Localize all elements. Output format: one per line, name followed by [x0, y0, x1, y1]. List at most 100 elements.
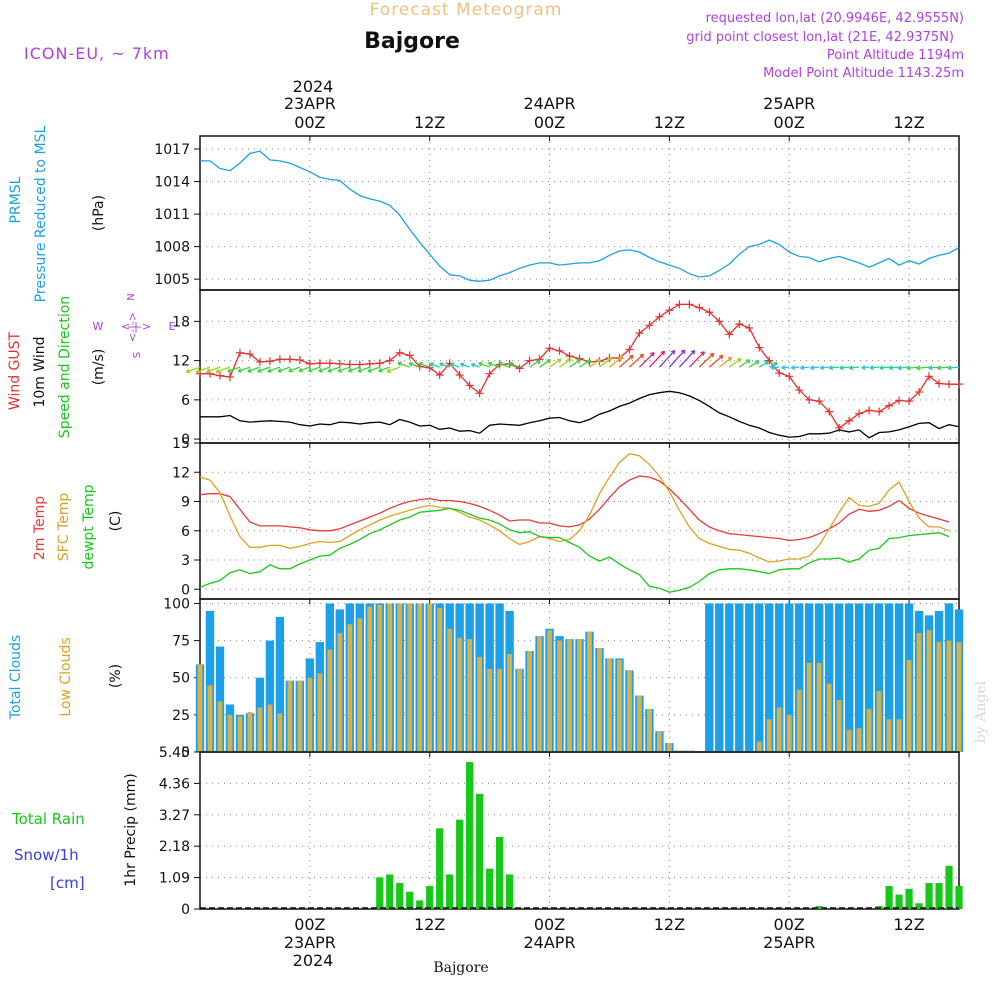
pressure-label-group: PRMSL Pressure Reduced to MSL (hPa) — [8, 125, 107, 302]
gust-marker — [945, 380, 954, 389]
gust-marker — [635, 329, 644, 338]
bottom-hour-label: 00Z — [534, 915, 565, 934]
gust-marker — [255, 357, 264, 366]
top-date-label: 23APR — [284, 94, 336, 113]
gust-marker — [425, 363, 434, 372]
y-tick-label: 1005 — [154, 272, 190, 288]
bottom-hour-label: 12Z — [654, 915, 685, 934]
wind-direction-arrow — [928, 365, 940, 371]
wind-direction-arrow — [728, 357, 742, 368]
y-tick-label: 25 — [172, 708, 190, 724]
low-cloud-bar — [916, 633, 922, 752]
low-cloud-bar — [347, 624, 353, 752]
total-cloud-bar — [275, 616, 285, 752]
wind-direction-arrow — [879, 365, 890, 371]
precip-bar — [466, 762, 474, 909]
bottom-date-label: 24APR — [524, 933, 576, 952]
y-tick-label: 3 — [181, 553, 190, 569]
pressure-label-1: PRMSL — [8, 176, 24, 223]
requested-coords: requested lon,lat (20.9946E, 42.9555N) — [706, 11, 964, 26]
low-cloud-bar — [587, 631, 592, 752]
gust-marker — [385, 356, 394, 365]
low-cloud-bar — [467, 639, 473, 752]
low-cloud-bar — [656, 731, 662, 752]
wind-direction-arrow — [559, 358, 572, 368]
low-cloud-bar — [786, 714, 792, 752]
gust-marker — [745, 323, 754, 332]
wind-direction-arrow — [327, 366, 341, 373]
wind-gust-line — [200, 303, 959, 429]
y-tick-label: 0 — [181, 432, 190, 448]
low-cloud-bar — [637, 695, 642, 752]
compass-vertical-arrows: <-|-> — [126, 312, 139, 342]
wind-direction-arrow — [861, 365, 870, 371]
precip-bar — [386, 874, 394, 909]
gust-marker — [375, 359, 384, 368]
model-altitude: Model Point Altitude 1143.25m — [763, 66, 964, 81]
low-cloud-bar — [307, 677, 313, 752]
temperature-panel: 0 3 6 9 12 15 — [172, 436, 960, 600]
low-cloud-bar — [247, 711, 253, 752]
y-tick-label: 15 — [172, 436, 190, 452]
low-cloud-bar — [816, 662, 822, 752]
gust-marker — [715, 317, 724, 326]
low-cloud-bar — [237, 716, 243, 752]
point-altitude: Point Altitude 1194m — [827, 48, 964, 63]
clouds-panel: 0 25 50 75 100 — [163, 596, 964, 761]
gust-marker — [895, 396, 904, 405]
panels: 1005100810111014101706121803691215025507… — [154, 135, 964, 918]
gust-marker — [855, 409, 864, 418]
wind-direction-arrow — [569, 359, 581, 368]
gust-marker — [395, 348, 404, 357]
bottom-hour-label: 00Z — [294, 915, 325, 934]
low-cloud-bar — [866, 708, 872, 752]
precip-bar — [416, 900, 424, 909]
wind-direction-arrow — [758, 360, 770, 368]
snow-unit-label: [cm] — [50, 874, 85, 892]
top-date-label: 25APR — [763, 94, 815, 113]
wind-direction-arrow — [397, 361, 410, 368]
gust-marker — [875, 407, 884, 416]
y-tick-label: 2.18 — [159, 839, 190, 855]
wind-direction-arrow — [936, 365, 950, 371]
top-hour-label: 00Z — [774, 113, 805, 132]
low-cloud-bar — [846, 729, 852, 752]
wind-direction-arrow — [768, 362, 778, 368]
low-cloud-bar — [597, 648, 602, 752]
y-tick-label: 1017 — [154, 142, 190, 158]
wind-direction-arrow — [459, 362, 470, 368]
wind-direction-arrow — [648, 350, 666, 368]
total-cloud-bar — [834, 603, 844, 752]
low-cloud-bar — [317, 673, 323, 752]
low-cloud-bar — [387, 603, 393, 752]
wind-direction-arrow — [215, 366, 231, 374]
wind-direction-arrow — [549, 358, 562, 368]
precip-bar — [925, 883, 933, 909]
gust-marker — [935, 379, 944, 388]
total-cloud-bar — [755, 603, 764, 752]
wind-direction-arrow — [688, 351, 705, 368]
gust-marker — [305, 359, 314, 368]
gust-marker — [515, 364, 524, 373]
wind-direction-arrow — [185, 366, 201, 374]
temp-label-group: 2m Temp SFC Temp dewpt Temp (C) — [32, 484, 124, 569]
wind-direction-arrow — [450, 362, 460, 368]
gust-marker — [685, 300, 694, 309]
total-cloud-bar — [735, 603, 744, 752]
precip-bar — [895, 894, 903, 909]
wind-direction-arrow — [748, 360, 760, 368]
precip-bar — [935, 883, 943, 909]
temperature-frame — [199, 442, 960, 600]
low-cloud-bar — [337, 633, 343, 752]
10m-wind-line — [200, 390, 960, 439]
pressure-panel: 1005 1008 1011 1014 1017 — [154, 135, 960, 291]
temp-sfc-label: SFC Temp — [56, 493, 72, 562]
total-cloud-bar — [765, 603, 774, 752]
y-tick-label: 1.09 — [159, 871, 190, 887]
temp-2m-label: 2m Temp — [32, 496, 48, 560]
total-cloud-bar — [745, 603, 754, 752]
wind-direction-arrow — [227, 366, 241, 373]
precip-bar — [945, 865, 953, 909]
wind-direction-arrow — [357, 366, 370, 373]
